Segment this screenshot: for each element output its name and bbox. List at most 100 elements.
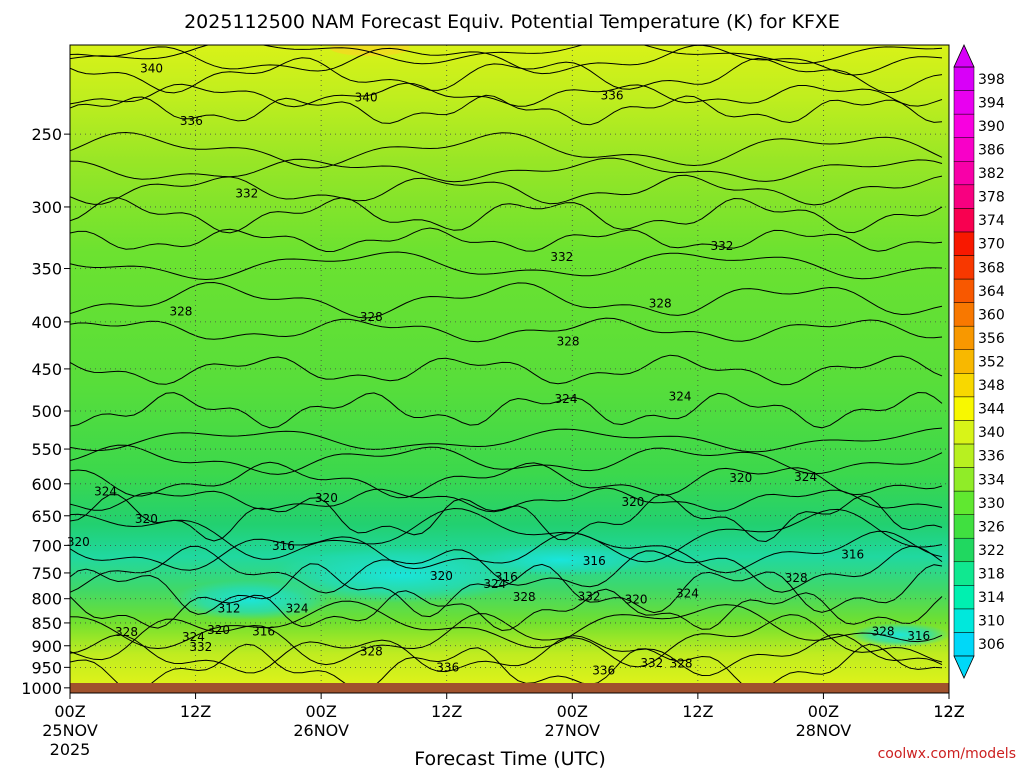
y-tick-label: 450 bbox=[31, 360, 62, 379]
contour-label: 328 bbox=[360, 310, 383, 324]
contour-line bbox=[70, 82, 943, 108]
colorbar-swatch bbox=[953, 514, 975, 539]
colorbar-label: 334 bbox=[978, 472, 1005, 488]
contour-label: 328 bbox=[649, 296, 672, 310]
colorbar-swatch bbox=[953, 90, 975, 115]
contour-label: 312 bbox=[218, 602, 241, 616]
contour-lines bbox=[70, 45, 943, 693]
contour-line bbox=[70, 354, 943, 386]
contour-line bbox=[70, 227, 943, 253]
x-tick-label: 00Z bbox=[557, 702, 588, 721]
contour-line bbox=[70, 281, 943, 319]
contour-label: 316 bbox=[272, 539, 295, 553]
colorbar-swatch bbox=[953, 66, 975, 91]
colorbar-swatch bbox=[953, 113, 975, 138]
contour-label: 332 bbox=[640, 656, 663, 670]
credit-text: coolwx.com/models bbox=[878, 746, 1016, 762]
y-tick-label: 350 bbox=[31, 260, 62, 279]
contour-label: 340 bbox=[140, 61, 163, 75]
contour-line bbox=[70, 487, 943, 513]
y-tick-label: 950 bbox=[31, 658, 62, 677]
y-tick-label: 850 bbox=[31, 614, 62, 633]
contour-line bbox=[70, 317, 943, 343]
x-tick-label: 12Z bbox=[682, 702, 713, 721]
colorbar-label: 360 bbox=[978, 307, 1005, 323]
chart-title: 2025112500 NAM Forecast Equiv. Potential… bbox=[184, 11, 840, 33]
contour-line bbox=[70, 45, 943, 65]
colorbar: 306 310 314 318 322 326 330 334 336 340 344 348 352 3… bbox=[953, 44, 1005, 679]
x-tick-date: 25NOV bbox=[42, 721, 98, 740]
colorbar-label: 364 bbox=[978, 284, 1005, 300]
x-tick-label: 12Z bbox=[431, 702, 462, 721]
colorbar-label: 326 bbox=[978, 519, 1005, 535]
y-tick-label: 800 bbox=[31, 590, 62, 609]
contour-label: 328 bbox=[169, 305, 192, 319]
low-theta-region bbox=[170, 580, 330, 620]
contour-label: 316 bbox=[495, 570, 518, 584]
colorbar-swatch bbox=[953, 632, 975, 657]
grid-lines bbox=[70, 45, 949, 693]
x-tick-label: 12Z bbox=[933, 702, 964, 721]
x-tick-label: 00Z bbox=[808, 702, 839, 721]
contour-line bbox=[70, 588, 943, 632]
x-tick-label: 00Z bbox=[305, 702, 336, 721]
contour-line bbox=[70, 174, 943, 206]
colorbar-swatch bbox=[953, 490, 975, 515]
contour-label: 332 bbox=[235, 186, 258, 200]
colorbar-swatch bbox=[953, 349, 975, 374]
contour-line bbox=[70, 444, 943, 475]
contour-label: 328 bbox=[557, 334, 580, 348]
y-tick-label: 700 bbox=[31, 536, 62, 555]
contour-label: 328 bbox=[513, 590, 536, 604]
colorbar-swatch bbox=[953, 137, 975, 162]
colorbar-label: 378 bbox=[978, 190, 1005, 206]
contour-line bbox=[70, 613, 943, 668]
x-tick-date: 27NOV bbox=[544, 721, 600, 740]
ground-strip bbox=[70, 683, 949, 693]
contour-line bbox=[70, 427, 943, 453]
colorbar-swatch bbox=[953, 537, 975, 563]
contour-label: 324 bbox=[483, 577, 506, 591]
y-tick-label: 500 bbox=[31, 402, 62, 421]
y-tick-label: 650 bbox=[31, 507, 62, 526]
contour-line bbox=[70, 94, 943, 126]
colorbar-swatch bbox=[953, 278, 975, 303]
colorbar-label: 310 bbox=[978, 614, 1005, 630]
x-tick-label: 00Z bbox=[54, 702, 85, 721]
contour-line bbox=[70, 45, 943, 76]
colorbar-label: 318 bbox=[978, 567, 1005, 583]
contour-label: 324 bbox=[669, 389, 692, 403]
colorbar-swatch bbox=[953, 396, 975, 421]
colorbar-label: 314 bbox=[978, 590, 1005, 606]
contour-label: 336 bbox=[601, 89, 624, 103]
colorbar-label: 394 bbox=[978, 95, 1005, 111]
contour-line bbox=[70, 57, 943, 94]
contour-line bbox=[70, 633, 943, 677]
contour-label: 320 bbox=[625, 593, 648, 607]
contour-line bbox=[70, 251, 943, 281]
high-theta-region bbox=[330, 45, 410, 56]
y-tick-label: 600 bbox=[31, 475, 62, 494]
contour-label: 320 bbox=[207, 623, 230, 637]
contour-label: 328 bbox=[115, 625, 138, 639]
low-theta-region bbox=[470, 544, 650, 576]
contour-label: 320 bbox=[315, 491, 338, 505]
colorbar-swatch bbox=[953, 443, 975, 468]
x-axis-title: Forecast Time (UTC) bbox=[414, 748, 605, 768]
contour-label: 324 bbox=[676, 587, 699, 601]
x-tick-label: 12Z bbox=[180, 702, 211, 721]
colorbar-swatch bbox=[953, 373, 975, 398]
contour-line bbox=[70, 493, 943, 543]
colorbar-label: 374 bbox=[978, 213, 1005, 229]
contour-label: 320 bbox=[622, 495, 645, 509]
contour-label: 320 bbox=[430, 569, 453, 583]
contour-label: 332 bbox=[710, 239, 733, 253]
colorbar-label: 398 bbox=[978, 72, 1005, 88]
low-theta-region bbox=[850, 623, 949, 647]
contour-label: 324 bbox=[286, 602, 309, 616]
colorbar-label: 390 bbox=[978, 119, 1005, 135]
contour-label: 324 bbox=[94, 485, 117, 499]
